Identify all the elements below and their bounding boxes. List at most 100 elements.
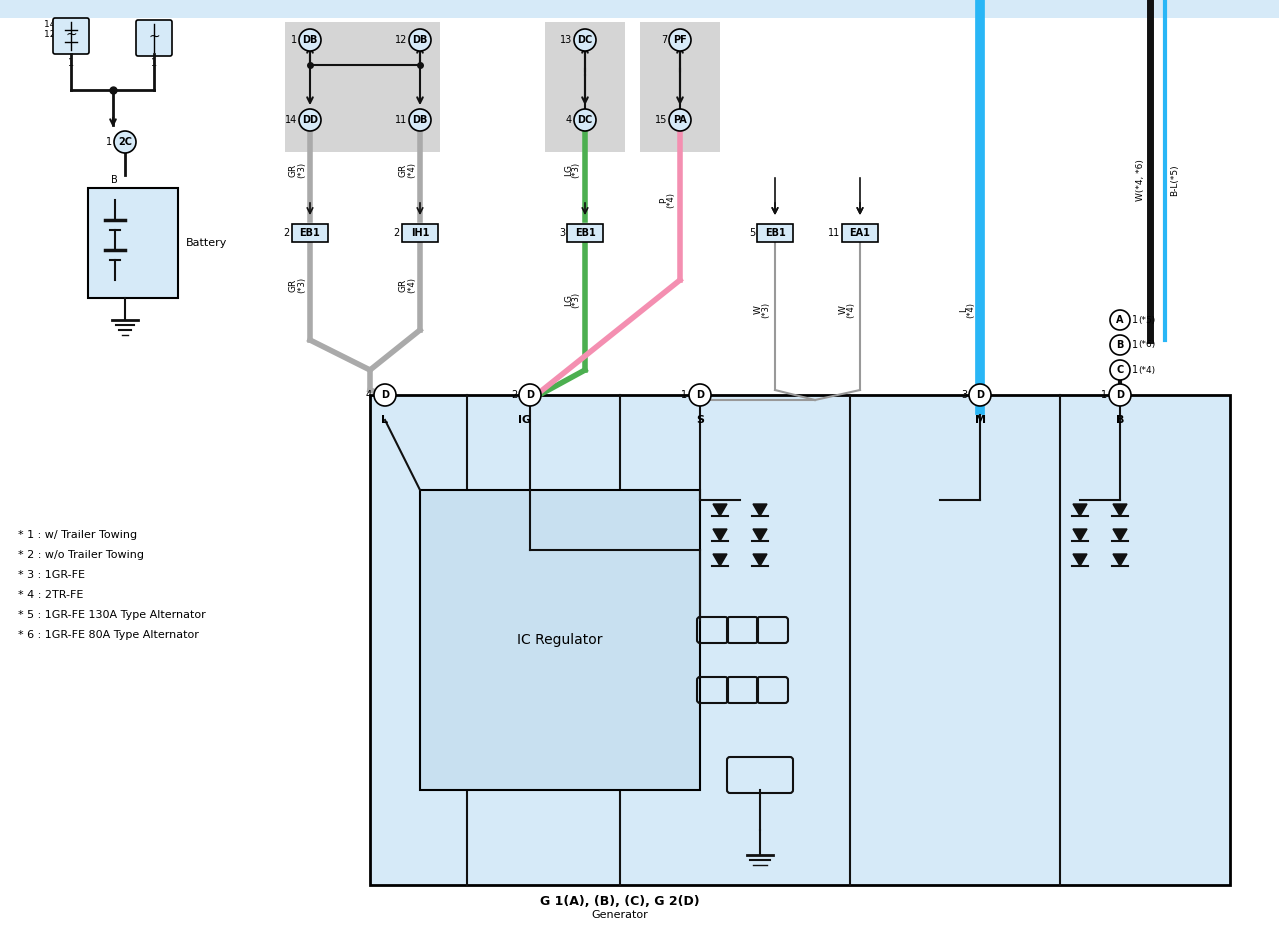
Text: 7. 5A A: 7. 5A A — [139, 20, 171, 29]
Text: 1: 1 — [106, 137, 113, 147]
Circle shape — [299, 29, 321, 51]
Text: * 4 : 2TR-FE: * 4 : 2TR-FE — [18, 590, 83, 600]
Bar — [420, 490, 700, 790]
Circle shape — [969, 384, 991, 406]
Text: LG: LG — [564, 294, 573, 306]
Bar — [402, 224, 437, 242]
FancyBboxPatch shape — [52, 18, 90, 54]
Text: 4: 4 — [565, 115, 572, 125]
Text: (*6): (*6) — [1138, 340, 1155, 350]
Polygon shape — [1073, 554, 1087, 566]
Circle shape — [1110, 335, 1131, 355]
Circle shape — [519, 384, 541, 406]
Text: 1: 1 — [1132, 365, 1138, 375]
Text: 2: 2 — [510, 390, 517, 400]
Text: GR: GR — [289, 163, 298, 176]
Text: 1: 1 — [680, 390, 687, 400]
Text: ~: ~ — [65, 28, 77, 42]
Circle shape — [689, 384, 711, 406]
Text: Generator: Generator — [592, 910, 648, 920]
Text: (*3): (*3) — [297, 162, 306, 178]
Text: DC: DC — [577, 35, 592, 45]
Text: (*3): (*3) — [297, 277, 306, 293]
Text: 15: 15 — [655, 115, 668, 125]
Text: IC Regulator: IC Regulator — [517, 633, 602, 647]
Text: 3: 3 — [559, 228, 565, 238]
Polygon shape — [1073, 504, 1087, 516]
Text: 1: 1 — [68, 58, 74, 68]
Text: IG: IG — [518, 415, 532, 425]
Text: 1: 1 — [1101, 390, 1108, 400]
Text: 1: 1 — [1132, 340, 1138, 350]
Text: P: P — [659, 197, 668, 203]
Text: S: S — [696, 415, 703, 425]
Text: ~: ~ — [148, 30, 160, 44]
Text: * 3 : 1GR-FE: * 3 : 1GR-FE — [18, 570, 84, 580]
Text: (*5): (*5) — [1138, 315, 1155, 325]
Text: DD: DD — [302, 115, 318, 125]
Text: 120A A: 120A A — [43, 30, 77, 39]
Bar — [285, 22, 440, 152]
Bar — [640, 22, 720, 152]
Text: 2: 2 — [394, 228, 400, 238]
Text: 7: 7 — [661, 35, 668, 45]
Text: D: D — [1117, 390, 1124, 400]
Circle shape — [114, 131, 136, 153]
Text: DC: DC — [577, 115, 592, 125]
Polygon shape — [1113, 554, 1127, 566]
Text: M: M — [975, 415, 986, 425]
Text: EA1: EA1 — [849, 228, 871, 238]
Text: 2: 2 — [284, 228, 290, 238]
Polygon shape — [712, 504, 726, 516]
Polygon shape — [712, 529, 726, 541]
Text: 1: 1 — [1132, 315, 1138, 325]
Text: 11: 11 — [395, 115, 407, 125]
Text: G 1(A), (B), (C), G 2(D): G 1(A), (B), (C), G 2(D) — [540, 895, 700, 908]
Text: GR: GR — [289, 279, 298, 292]
Text: L: L — [959, 308, 968, 312]
Text: A: A — [1117, 315, 1124, 325]
Bar — [757, 224, 793, 242]
Text: W: W — [839, 306, 848, 314]
Polygon shape — [1073, 529, 1087, 541]
Text: DB: DB — [302, 35, 317, 45]
Text: 11: 11 — [828, 228, 840, 238]
Text: (*3): (*3) — [570, 162, 579, 178]
Polygon shape — [753, 554, 767, 566]
Text: 1: 1 — [151, 58, 157, 68]
Text: (*3): (*3) — [570, 292, 579, 308]
Bar — [292, 224, 327, 242]
Circle shape — [574, 109, 596, 131]
Text: Battery: Battery — [185, 238, 228, 248]
Circle shape — [1110, 310, 1131, 330]
Text: 3: 3 — [961, 390, 967, 400]
Text: LG: LG — [564, 164, 573, 176]
Bar — [88, 188, 178, 298]
Text: D: D — [526, 390, 535, 400]
Text: DB: DB — [412, 35, 427, 45]
Text: 140A A: 140A A — [43, 20, 77, 29]
FancyBboxPatch shape — [136, 20, 171, 56]
Text: * 6 : 1GR-FE 80A Type Alternator: * 6 : 1GR-FE 80A Type Alternator — [18, 630, 198, 640]
Circle shape — [299, 109, 321, 131]
Text: EB1: EB1 — [574, 228, 596, 238]
Text: B: B — [1117, 340, 1124, 350]
Text: (*4): (*4) — [1138, 366, 1155, 374]
Text: IH1: IH1 — [411, 228, 430, 238]
Text: EB1: EB1 — [299, 228, 320, 238]
Circle shape — [574, 29, 596, 51]
Bar — [545, 22, 625, 152]
Polygon shape — [753, 529, 767, 541]
Text: * 1 : w/ Trailer Towing: * 1 : w/ Trailer Towing — [18, 530, 137, 540]
Text: * 2 : w/o Trailer Towing: * 2 : w/o Trailer Towing — [18, 550, 145, 560]
Polygon shape — [1113, 504, 1127, 516]
Text: (*4): (*4) — [666, 192, 675, 208]
Text: W(*4, *6): W(*4, *6) — [1136, 159, 1145, 201]
Circle shape — [1109, 384, 1131, 406]
Bar — [842, 224, 877, 242]
Text: (*4): (*4) — [845, 302, 854, 318]
Text: D: D — [381, 390, 389, 400]
Text: EB1: EB1 — [765, 228, 785, 238]
Text: PA: PA — [673, 115, 687, 125]
Text: 13: 13 — [560, 35, 572, 45]
